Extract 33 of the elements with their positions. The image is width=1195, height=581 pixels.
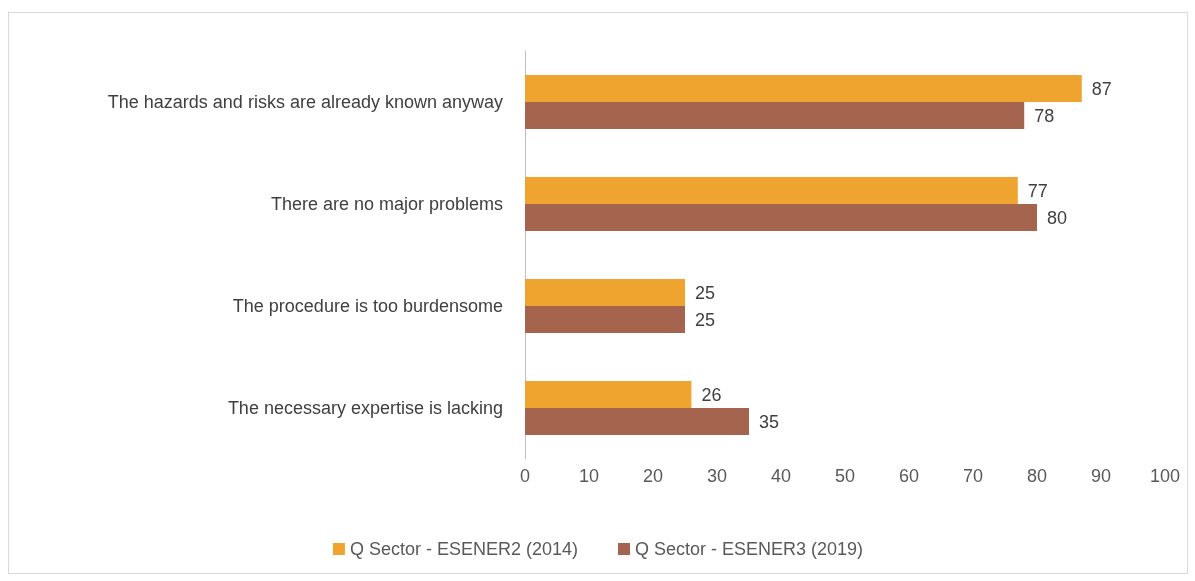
x-tick-label: 0 — [519, 466, 531, 486]
x-tick-label: 80 — [1026, 466, 1048, 486]
x-tick-label: 40 — [770, 466, 792, 486]
bar — [525, 75, 1082, 102]
data-label: 80 — [1047, 207, 1068, 228]
x-tick-label: 10 — [578, 466, 600, 486]
bar — [525, 306, 685, 333]
bar — [525, 408, 749, 435]
y-tick-label: The hazards and risks are already known anyway — [107, 92, 503, 112]
data-label: 25 — [695, 309, 716, 330]
bar — [525, 102, 1025, 129]
y-tick-label: The procedure is too burdensome — [232, 296, 503, 316]
legend-label: Q Sector - ESENER2 (2014) — [349, 539, 579, 559]
bar — [525, 279, 685, 306]
y-tick-label: The necessary expertise is lacking — [227, 398, 503, 418]
x-tick-label: 60 — [898, 466, 920, 486]
x-tick-label: 50 — [834, 466, 856, 486]
data-label: 87 — [1091, 78, 1112, 99]
data-label: 77 — [1027, 180, 1048, 201]
y-tick-label: There are no major problems — [270, 194, 503, 214]
data-label: 78 — [1034, 105, 1055, 126]
bar — [525, 204, 1037, 231]
x-tick-label: 90 — [1090, 466, 1112, 486]
x-tick-label: 70 — [962, 466, 984, 486]
x-tick-label: 30 — [706, 466, 728, 486]
legend-label: Q Sector - ESENER3 (2019) — [635, 539, 864, 559]
bar — [525, 381, 692, 408]
bar — [525, 177, 1018, 204]
x-tick-label: 20 — [642, 466, 664, 486]
data-label: 26 — [701, 384, 722, 405]
data-label: 25 — [695, 282, 716, 303]
x-tick-label: 100 — [1149, 466, 1181, 486]
data-label: 35 — [759, 411, 780, 432]
